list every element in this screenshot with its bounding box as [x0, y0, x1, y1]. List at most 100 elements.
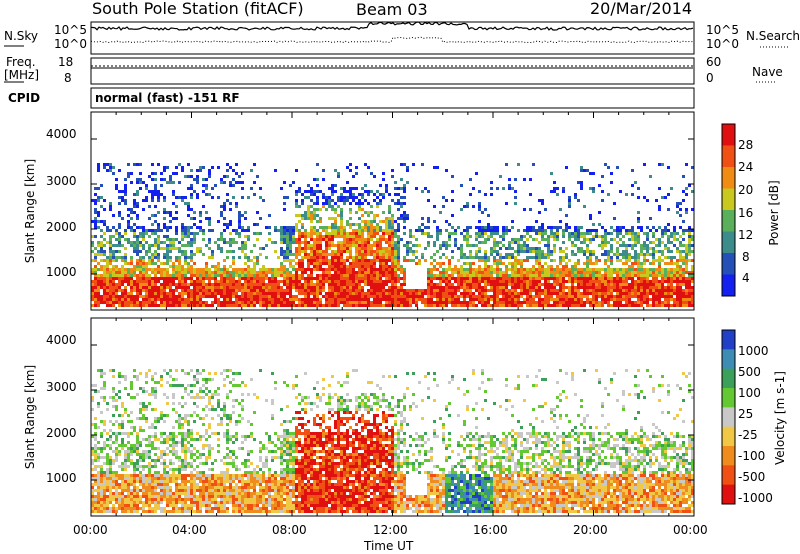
echo-cell	[223, 181, 226, 184]
echo-cell	[514, 190, 517, 193]
echo-cell	[349, 238, 352, 241]
echo-cell	[160, 184, 163, 187]
echo-cell	[646, 235, 649, 238]
echo-cell	[442, 295, 445, 298]
echo-cell	[574, 304, 577, 307]
echo-cell	[190, 238, 193, 241]
echo-cell	[436, 268, 439, 271]
echo-cell	[571, 244, 574, 247]
echo-cell	[94, 280, 97, 283]
echo-cell	[136, 163, 139, 166]
echo-cell	[313, 289, 316, 292]
echo-cell	[637, 304, 640, 307]
echo-cell	[127, 241, 130, 244]
echo-cell	[100, 375, 103, 378]
echo-cell	[679, 295, 682, 298]
echo-cell	[538, 199, 541, 202]
echo-cell	[208, 241, 211, 244]
echo-cell	[235, 229, 238, 232]
echo-cell	[379, 184, 382, 187]
echo-cell	[124, 229, 127, 232]
echo-cell	[343, 190, 346, 193]
echo-cell	[139, 163, 142, 166]
echo-cell	[460, 184, 463, 187]
echo-cell	[232, 268, 235, 271]
echo-cell	[340, 196, 343, 199]
echo-cell	[211, 187, 214, 190]
echo-cell	[313, 217, 316, 220]
echo-cell	[223, 295, 226, 298]
echo-cell	[631, 238, 634, 241]
echo-cell	[427, 232, 430, 235]
echo-cell	[661, 286, 664, 289]
echo-cell	[181, 265, 184, 268]
echo-cell	[154, 277, 157, 280]
echo-cell	[394, 241, 397, 244]
echo-cell	[406, 169, 409, 172]
echo-cell	[118, 414, 121, 417]
echo-cell	[187, 235, 190, 238]
echo-cell	[397, 238, 400, 241]
echo-cell	[106, 226, 109, 229]
echo-cell	[499, 247, 502, 250]
echo-cell	[196, 280, 199, 283]
echo-cell	[349, 190, 352, 193]
echo-cell	[529, 298, 532, 301]
echo-cell	[571, 232, 574, 235]
echo-cell	[250, 271, 253, 274]
echo-cell	[226, 283, 229, 286]
echo-cell	[661, 274, 664, 277]
echo-cell	[535, 292, 538, 295]
echo-cell	[637, 196, 640, 199]
echo-cell	[367, 235, 370, 238]
echo-cell	[196, 304, 199, 307]
echo-cell	[427, 235, 430, 238]
echo-cell	[394, 295, 397, 298]
echo-cell	[91, 492, 94, 495]
echo-cell	[220, 238, 223, 241]
echo-cell	[397, 235, 400, 238]
echo-cell	[343, 241, 346, 244]
echo-cell	[241, 289, 244, 292]
echo-cell	[322, 238, 325, 241]
echo-cell	[343, 280, 346, 283]
echo-cell	[241, 196, 244, 199]
echo-cell	[478, 274, 481, 277]
echo-cell	[463, 205, 466, 208]
echo-cell	[160, 295, 163, 298]
echo-cell	[229, 304, 232, 307]
echo-cell	[166, 253, 169, 256]
echo-cell	[328, 280, 331, 283]
echo-cell	[169, 277, 172, 280]
echo-cell	[139, 268, 142, 271]
echo-cell	[346, 289, 349, 292]
echo-cell	[571, 268, 574, 271]
echo-cell	[313, 259, 316, 262]
echo-cell	[349, 208, 352, 211]
echo-cell	[349, 280, 352, 283]
echo-cell	[544, 238, 547, 241]
echo-cell	[295, 277, 298, 280]
echo-cell	[472, 271, 475, 274]
echo-cell	[313, 292, 316, 295]
echo-cell	[223, 283, 226, 286]
echo-cell	[661, 295, 664, 298]
echo-cell	[97, 277, 100, 280]
echo-cell	[568, 202, 571, 205]
echo-cell	[118, 390, 121, 393]
echo-cell	[109, 459, 112, 462]
echo-cell	[376, 202, 379, 205]
echo-cell	[130, 280, 133, 283]
echo-cell	[397, 298, 400, 301]
echo-cell	[676, 247, 679, 250]
echo-cell	[301, 217, 304, 220]
echo-cell	[508, 274, 511, 277]
echo-cell	[331, 289, 334, 292]
echo-cell	[400, 238, 403, 241]
echo-cell	[475, 298, 478, 301]
echo-cell	[94, 384, 97, 387]
echo-cell	[559, 271, 562, 274]
echo-cell	[685, 289, 688, 292]
echo-cell	[172, 244, 175, 247]
echo-cell	[373, 289, 376, 292]
